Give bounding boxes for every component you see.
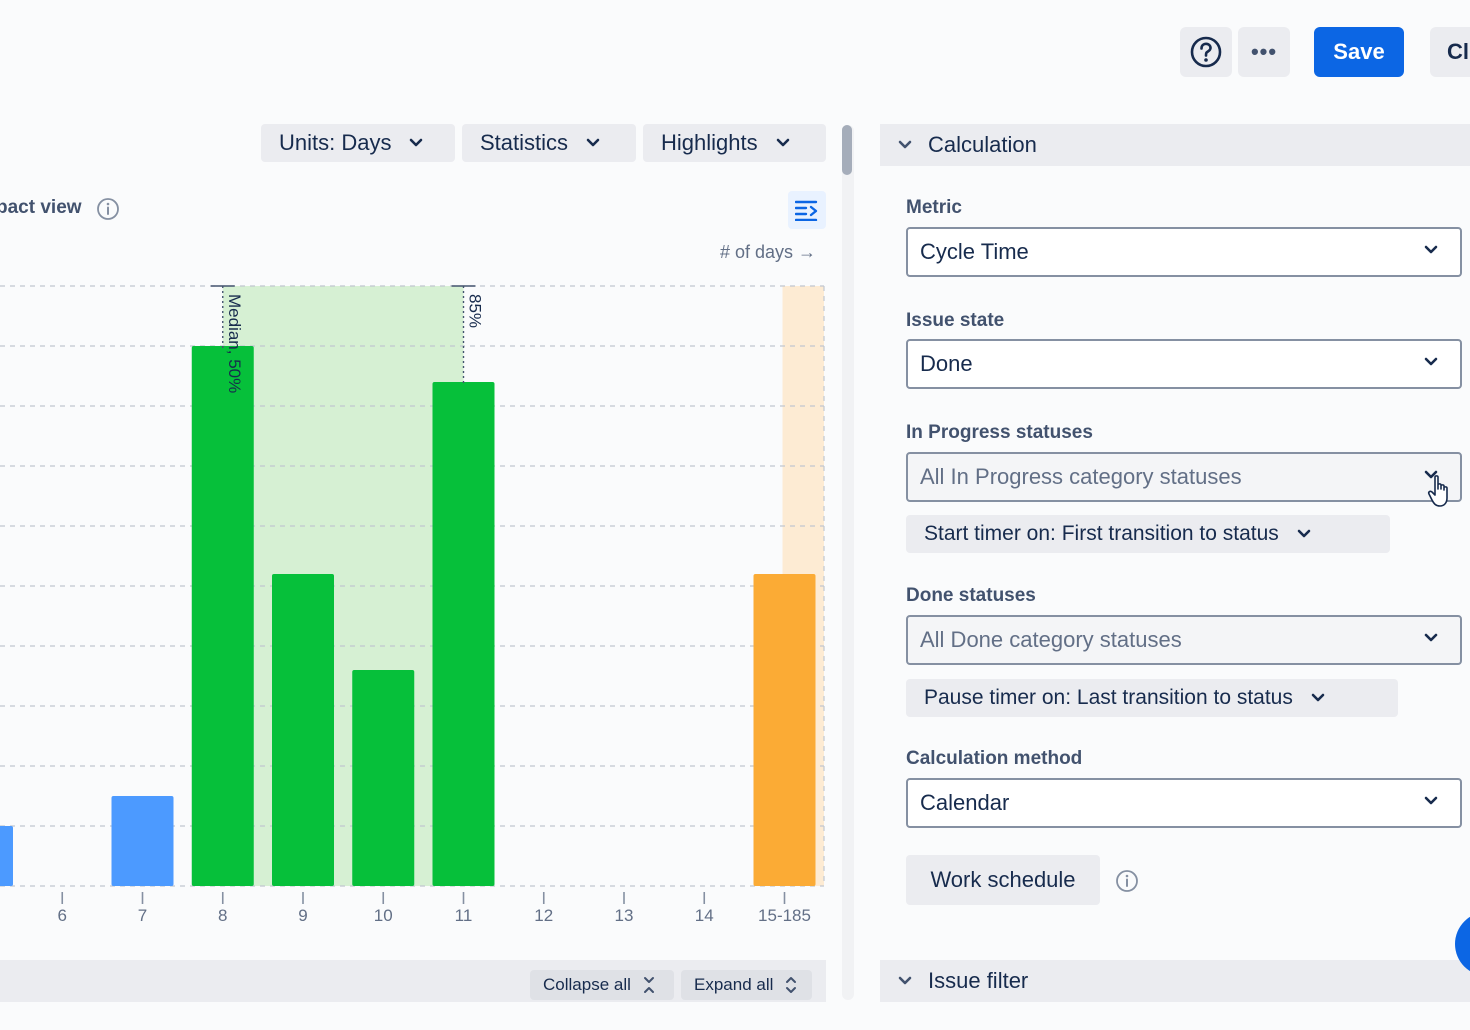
chevron-down-icon xyxy=(898,140,912,149)
x-axis-title: # of days → xyxy=(720,242,817,262)
compact-view-label[interactable]: pact view xyxy=(0,197,82,218)
work-schedule-button[interactable]: Work schedule xyxy=(906,855,1100,905)
calculation-section-header[interactable]: Calculation xyxy=(880,124,1470,166)
calculation-method-label: Calculation method xyxy=(906,748,1083,769)
done-statuses-value: All Done category statuses xyxy=(920,627,1182,652)
expand-all-button[interactable]: Expand all xyxy=(681,970,812,1000)
in-progress-statuses-select[interactable]: All In Progress category statuses xyxy=(906,452,1462,502)
issue-state-value: Done xyxy=(920,351,973,376)
metric-select[interactable]: Cycle Time xyxy=(906,227,1462,277)
pause-timer-label: Pause timer on: Last transition to statu… xyxy=(924,686,1293,709)
issue-state-select[interactable]: Done xyxy=(906,339,1462,389)
collapse-all-button[interactable]: Collapse all xyxy=(530,970,674,1000)
percentile-marker-label: Median, 50% xyxy=(225,294,244,393)
histogram-bar xyxy=(272,574,334,886)
info-icon[interactable] xyxy=(1115,869,1139,893)
issue-state-label: Issue state xyxy=(906,310,1005,331)
issue-filter-section-title: Issue filter xyxy=(928,968,1029,993)
units-dropdown-label: Units: Days xyxy=(279,130,392,155)
collapse-icon xyxy=(643,977,654,993)
expand-all-label: Expand all xyxy=(694,975,774,994)
chevron-down-icon xyxy=(1424,796,1438,805)
help-button[interactable] xyxy=(1180,27,1232,77)
highlights-dropdown-label: Highlights xyxy=(661,130,758,155)
start-timer-label: Start timer on: First transition to stat… xyxy=(924,522,1279,545)
histogram-bar xyxy=(0,826,13,886)
info-icon[interactable] xyxy=(96,197,120,221)
histogram-bar xyxy=(352,670,415,886)
issue-filter-section-header[interactable]: Issue filter xyxy=(880,960,1470,1002)
histogram-bar xyxy=(432,382,495,886)
chevron-down-icon xyxy=(1424,470,1438,479)
done-statuses-label: Done statuses xyxy=(906,585,1036,606)
x-tick-label: 11 xyxy=(455,906,473,925)
statistics-dropdown-label: Statistics xyxy=(480,130,569,155)
histogram-bar xyxy=(191,346,254,886)
x-tick-label: 14 xyxy=(695,906,714,925)
chevron-down-icon xyxy=(1424,633,1438,642)
histogram-chart: 6 7 8 9 10 11 12 13 14 15-185 Median, 50% 85% xyxy=(0,285,825,925)
start-timer-dropdown[interactable]: Start timer on: First transition to stat… xyxy=(906,515,1390,553)
pause-timer-dropdown[interactable]: Pause timer on: Last transition to statu… xyxy=(906,679,1398,717)
chevron-down-icon xyxy=(1424,245,1438,254)
x-tick-label: 10 xyxy=(374,906,393,925)
units-dropdown[interactable]: Units: Days xyxy=(261,124,455,162)
collapse-all-label: Collapse all xyxy=(543,975,631,994)
metric-value: Cycle Time xyxy=(920,239,1029,264)
x-tick-label: 7 xyxy=(138,906,147,925)
calculation-method-value: Calendar xyxy=(920,790,1010,815)
close-button[interactable]: Cl xyxy=(1430,27,1470,77)
x-tick-label: 9 xyxy=(298,906,307,925)
histogram-bar xyxy=(111,796,174,886)
scrollbar-thumb[interactable] xyxy=(842,125,852,175)
x-tick-label: 15-185 xyxy=(758,906,811,925)
chevron-down-icon xyxy=(1424,357,1438,366)
question-circle-icon xyxy=(1190,36,1222,68)
chevron-down-icon xyxy=(1297,529,1311,538)
chevron-down-icon xyxy=(1311,693,1325,702)
highlights-dropdown[interactable]: Highlights xyxy=(643,124,826,162)
calculation-section-title: Calculation xyxy=(928,132,1037,157)
x-tick-label: 6 xyxy=(58,906,67,925)
done-statuses-select[interactable]: All Done category statuses xyxy=(906,615,1462,665)
x-tick-label: 13 xyxy=(615,906,634,925)
in-progress-statuses-label: In Progress statuses xyxy=(906,422,1093,443)
list-collapse-icon xyxy=(795,200,818,221)
expand-icon xyxy=(786,977,797,993)
scrollbar-track[interactable] xyxy=(842,125,854,1000)
save-button[interactable]: Save xyxy=(1314,27,1404,77)
x-tick-label: 12 xyxy=(534,906,553,925)
help-chat-button[interactable] xyxy=(1455,912,1470,976)
chevron-down-icon xyxy=(898,976,912,985)
histogram-bar xyxy=(753,574,816,886)
chevron-down-icon xyxy=(776,138,789,147)
in-progress-statuses-value: All In Progress category statuses xyxy=(920,464,1242,489)
chevron-down-icon xyxy=(410,138,423,147)
statistics-dropdown[interactable]: Statistics xyxy=(462,124,636,162)
more-actions-button[interactable]: ••• xyxy=(1238,27,1290,77)
chevron-down-icon xyxy=(586,138,600,147)
x-tick-label: 8 xyxy=(218,906,227,925)
percentile-marker-label: 85% xyxy=(466,294,485,328)
hand-cursor-icon xyxy=(1427,475,1448,507)
metric-label: Metric xyxy=(906,197,962,218)
legend-toggle-button[interactable] xyxy=(788,191,826,229)
calculation-method-select[interactable]: Calendar xyxy=(906,778,1462,828)
